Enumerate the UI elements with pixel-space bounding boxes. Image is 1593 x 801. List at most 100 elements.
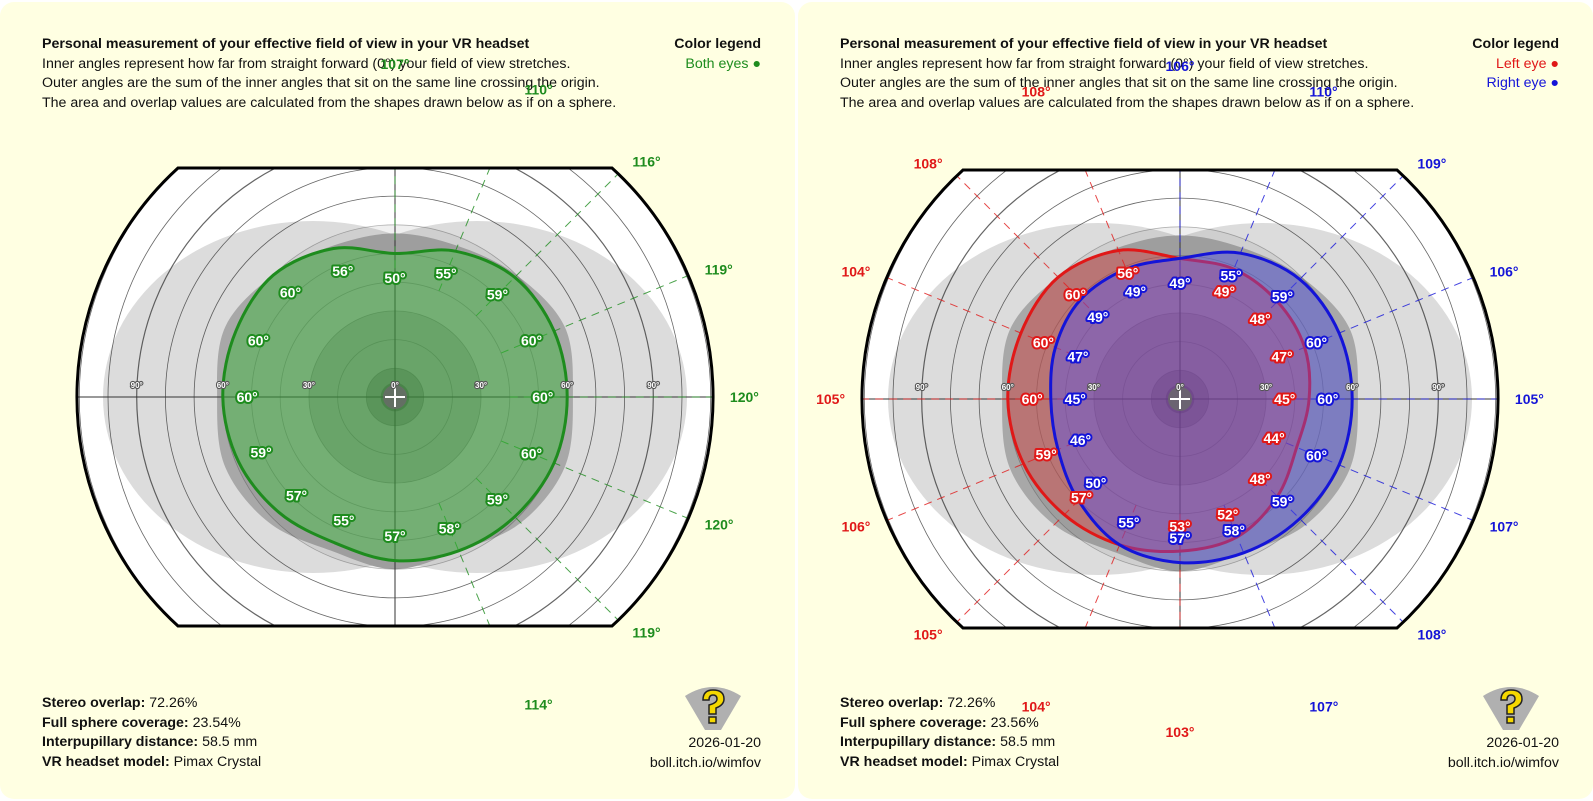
inner-angle-label: 47° xyxy=(1271,349,1292,365)
inner-angle-label: 46° xyxy=(1070,432,1091,448)
description-line-1: Inner angles represent how far from stra… xyxy=(840,55,1369,72)
inner-angle-label: 60° xyxy=(280,284,301,300)
inner-angle-label: 60° xyxy=(532,389,553,405)
radial-tick-label: 90° xyxy=(647,381,659,390)
inner-angle-label: 56° xyxy=(1117,265,1138,281)
legend-item-right-eye: Right eye ● xyxy=(1486,75,1559,92)
date: 2026-01-20 xyxy=(1486,735,1559,751)
inner-angle-label: 57° xyxy=(1071,489,1092,505)
inner-angle-label: 59° xyxy=(251,444,272,460)
inner-angle-label: 60° xyxy=(521,332,542,348)
stat-headset-model: VR headset model: Pimax Crystal xyxy=(42,753,262,770)
fov-shape-left-eye xyxy=(1006,248,1312,554)
inner-angle-label: 52° xyxy=(1217,506,1238,522)
card-title: Personal measurement of your effective f… xyxy=(840,36,1328,52)
inner-angle-label: 60° xyxy=(1306,448,1327,464)
outer-angle-label: 103° xyxy=(1166,724,1195,740)
outer-angle-ray xyxy=(946,479,1100,628)
radial-tick-label: 90° xyxy=(916,383,928,392)
wimfov-logo-icon xyxy=(685,687,741,730)
inner-angle-label: 60° xyxy=(521,446,542,462)
radial-tick-label: 60° xyxy=(561,381,573,390)
radial-tick-label: 90° xyxy=(1432,383,1444,392)
radial-tick-label: 30° xyxy=(1260,383,1272,392)
outer-angle-label: 108° xyxy=(914,156,943,172)
fov-chart-both-eyes: 0° 30° 30° 60° 60° 90° 90° 60° 60° 59° 55° 50° 56° 60… xyxy=(75,56,759,713)
description-line-3: The area and overlap values are calculat… xyxy=(42,94,617,111)
outer-angle-label: 109° xyxy=(1417,156,1446,172)
outer-angle-ray xyxy=(438,168,522,292)
inner-angle-label: 60° xyxy=(237,389,258,405)
outer-angle-label: 116° xyxy=(632,154,660,170)
stat-sphere-coverage: Full sphere coverage: 23.56% xyxy=(840,714,1039,731)
inner-angle-label: 50° xyxy=(1085,475,1106,491)
outer-angle-label: 104° xyxy=(841,264,870,280)
stat-stereo-overlap: Stereo overlap: 72.26% xyxy=(840,695,996,711)
radial-tick-label: 60° xyxy=(1346,383,1358,392)
footer: 2026-01-20 boll.itch.io/wimfov xyxy=(650,734,761,773)
outer-angle-label: 119° xyxy=(632,624,660,640)
inner-angle-label: 49° xyxy=(1125,284,1146,300)
inner-angle-label: 49° xyxy=(1169,275,1190,291)
outer-angle-label: 105° xyxy=(1515,391,1544,407)
inner-angle-label: 60° xyxy=(1306,334,1327,350)
header-text: Personal measurement of your effective f… xyxy=(840,35,1560,113)
radial-tick-label: 0° xyxy=(391,381,399,390)
fov-card-left-right-eyes: Personal measurement of your effective f… xyxy=(798,2,1593,799)
date: 2026-01-20 xyxy=(688,735,761,751)
footer: 2026-01-20 boll.itch.io/wimfov xyxy=(1448,734,1559,773)
inner-angle-label: 45° xyxy=(1274,391,1295,407)
inner-angle-label: 60° xyxy=(1317,391,1338,407)
radial-tick-label: 90° xyxy=(131,381,143,390)
chart-area xyxy=(76,168,714,626)
inner-angle-label: 49° xyxy=(1087,309,1108,325)
fov-card-both-eyes: Personal measurement of your effective f… xyxy=(0,2,795,799)
stat-sphere-coverage: Full sphere coverage: 23.54% xyxy=(42,714,241,731)
inner-angle-label: 59° xyxy=(1272,289,1293,305)
wimfov-logo-icon xyxy=(1483,687,1539,730)
stats-block: Stereo overlap: 72.26% Full sphere cover… xyxy=(42,694,261,772)
description-line-3: The area and overlap values are calculat… xyxy=(840,94,1415,111)
description-line-1: Inner angles represent how far from stra… xyxy=(42,55,571,72)
outer-angle-ray xyxy=(1285,272,1486,356)
outer-angle-label: 120° xyxy=(730,389,759,405)
inner-angle-label: 55° xyxy=(1118,514,1139,530)
outer-angle-label: 105° xyxy=(816,391,845,407)
radial-tick-label: 60° xyxy=(1002,383,1014,392)
website-link[interactable]: boll.itch.io/wimfov xyxy=(649,754,761,771)
inner-angle-label: 53° xyxy=(1169,519,1190,535)
outer-angle-ray xyxy=(946,170,1100,319)
outer-angle-label: 119° xyxy=(705,262,733,278)
inner-angle-label: 56° xyxy=(332,263,353,279)
outer-angle-ray xyxy=(1260,479,1414,628)
inner-angle-label: 55° xyxy=(435,266,456,282)
card-title: Personal measurement of your effective f… xyxy=(42,36,530,52)
outer-angle-label: 104° xyxy=(1022,699,1051,715)
stat-ipd: Interpupillary distance: 58.5 mm xyxy=(840,734,1056,751)
stat-headset-model: VR headset model: Pimax Crystal xyxy=(840,753,1060,770)
inner-angle-label: 59° xyxy=(487,491,508,507)
header-text: Personal measurement of your effective f… xyxy=(42,35,762,113)
inner-angle-label: 45° xyxy=(1065,391,1086,407)
outer-angle-ray xyxy=(874,442,1075,526)
inner-angle-label: 55° xyxy=(1220,268,1241,284)
inner-angle-label: 47° xyxy=(1067,349,1088,365)
inner-angle-label: 49° xyxy=(1169,275,1190,291)
inner-angle-label: 48° xyxy=(1250,311,1271,327)
inner-angle-label: 57° xyxy=(1169,530,1190,546)
outer-angle-label: 120° xyxy=(705,516,734,532)
website-link[interactable]: boll.itch.io/wimfov xyxy=(1447,754,1559,771)
legend-title: Color legend xyxy=(1472,36,1559,52)
inner-angle-label: 50° xyxy=(384,270,405,286)
inner-angle-label: 58° xyxy=(1224,522,1245,538)
inner-angle-label: 60° xyxy=(248,332,269,348)
outer-angle-ray xyxy=(1285,442,1486,526)
inner-angle-label: 59° xyxy=(487,287,508,303)
outer-angle-label: 107° xyxy=(1490,518,1519,534)
outer-angle-ray xyxy=(874,272,1075,356)
radial-tick-label: 30° xyxy=(475,381,487,390)
inner-angle-label: 55° xyxy=(1118,514,1139,530)
radial-tick-label: 30° xyxy=(303,381,315,390)
radial-tick-label: 60° xyxy=(217,381,229,390)
inner-angle-label: 59° xyxy=(1272,493,1293,509)
